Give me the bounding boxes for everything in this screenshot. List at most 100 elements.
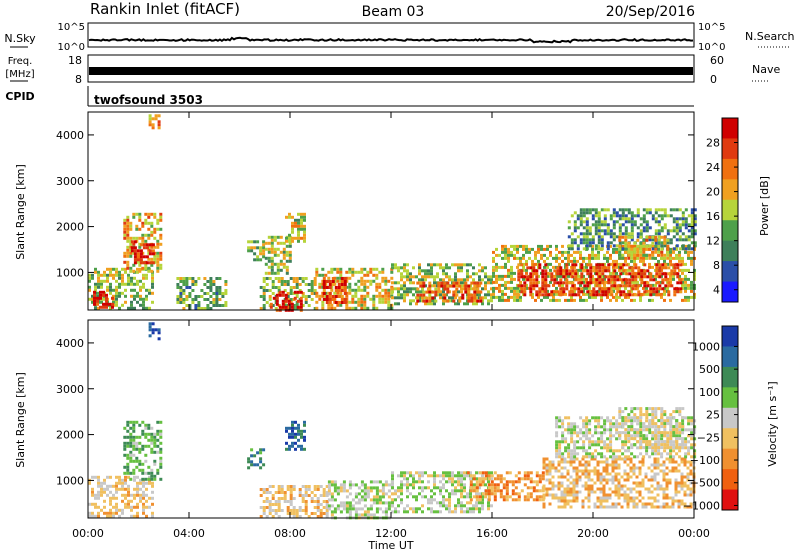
data-cell <box>582 440 586 444</box>
data-cell <box>288 233 291 237</box>
data-cell <box>339 486 343 490</box>
data-cell <box>561 455 565 459</box>
data-cell <box>578 475 582 479</box>
data-cell <box>375 267 379 271</box>
data-cell <box>687 452 691 456</box>
data-cell <box>501 244 504 248</box>
data-cell <box>690 295 693 299</box>
data-cell <box>657 232 661 236</box>
data-cell <box>621 235 625 239</box>
data-cell <box>560 505 564 509</box>
data-cell <box>626 493 630 497</box>
data-cell <box>295 286 299 289</box>
data-cell <box>294 426 297 430</box>
data-cell <box>106 285 109 289</box>
data-cell <box>470 281 474 285</box>
data-cell <box>611 463 615 467</box>
data-cell <box>289 488 293 491</box>
data-cell <box>301 304 305 307</box>
data-cell <box>322 298 326 301</box>
data-cell <box>297 221 300 225</box>
data-cell <box>684 443 688 447</box>
data-cell <box>656 457 660 461</box>
data-cell <box>188 277 192 280</box>
data-cell <box>384 297 388 301</box>
data-cell <box>375 294 379 298</box>
data-cell <box>502 495 506 499</box>
data-cell <box>484 474 488 478</box>
data-cell <box>124 475 127 479</box>
data-cell <box>634 266 638 270</box>
data-cell <box>639 416 643 420</box>
data-cell <box>535 498 539 502</box>
data-cell <box>289 485 293 488</box>
data-cell <box>129 459 133 463</box>
data-cell <box>551 460 555 464</box>
data-cell <box>504 256 507 260</box>
data-cell <box>626 502 630 506</box>
data-cell <box>363 288 367 292</box>
data-cell <box>327 306 331 310</box>
data-cell <box>215 277 219 280</box>
data-cell <box>436 486 439 490</box>
data-cell <box>363 285 367 289</box>
data-cell <box>667 272 671 276</box>
data-cell <box>454 302 457 306</box>
data-cell <box>145 514 148 518</box>
data-cell <box>466 474 469 478</box>
data-cell <box>640 275 644 279</box>
data-cell <box>511 498 515 502</box>
data-cell <box>467 290 471 294</box>
data-cell <box>543 253 546 257</box>
data-cell <box>653 496 657 500</box>
data-cell <box>157 126 161 130</box>
data-cell <box>631 278 635 282</box>
data-cell <box>502 477 506 481</box>
data-cell <box>579 214 583 218</box>
data-cell <box>412 266 415 270</box>
data-cell <box>132 468 136 472</box>
data-cell <box>277 485 281 488</box>
data-cell <box>121 291 124 295</box>
data-cell <box>313 280 317 283</box>
data-cell <box>689 493 693 497</box>
data-cell <box>484 272 487 276</box>
data-cell <box>605 505 609 509</box>
data-cell <box>112 276 115 280</box>
data-cell <box>654 229 658 233</box>
data-cell <box>654 241 658 245</box>
data-cell <box>495 295 498 299</box>
data-cell <box>363 306 367 310</box>
data-cell <box>381 288 385 292</box>
data-cell <box>597 443 601 447</box>
data-cell <box>555 292 558 296</box>
data-cell <box>600 238 604 242</box>
data-cell <box>145 273 148 277</box>
data-cell <box>457 504 460 508</box>
data-cell <box>651 283 654 287</box>
data-cell <box>458 284 462 288</box>
data-cell <box>138 215 142 219</box>
data-cell <box>585 428 589 432</box>
data-cell <box>498 286 501 290</box>
data-cell <box>516 295 519 299</box>
data-cell <box>262 298 266 301</box>
data-cell <box>490 281 493 285</box>
data-cell <box>684 455 688 459</box>
data-cell <box>603 280 606 284</box>
data-cell <box>590 484 594 488</box>
data-cell <box>581 469 585 473</box>
data-cell <box>253 454 257 458</box>
data-cell <box>603 422 607 426</box>
data-cell <box>671 505 675 509</box>
data-cell <box>639 217 643 221</box>
data-cell <box>594 223 598 227</box>
data-cell <box>111 302 114 306</box>
data-cell <box>522 265 525 269</box>
data-cell <box>460 263 463 267</box>
data-cell <box>492 289 495 293</box>
data-cell <box>363 267 367 271</box>
data-cell <box>547 272 551 276</box>
data-cell <box>651 431 655 435</box>
data-cell <box>599 478 603 482</box>
